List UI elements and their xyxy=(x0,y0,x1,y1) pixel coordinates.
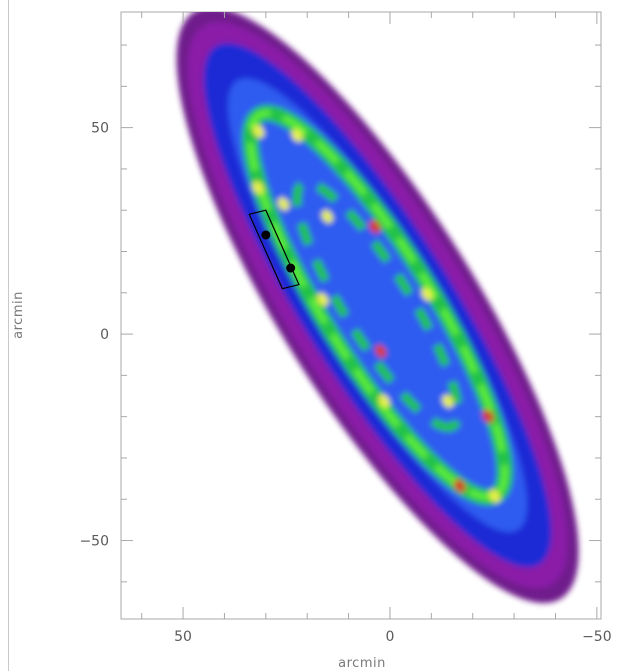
emission-knot xyxy=(369,220,381,234)
emission-knot xyxy=(252,181,264,195)
emission-knot xyxy=(482,409,494,423)
x-axis-title: arcmin xyxy=(338,656,386,671)
inner-ring xyxy=(292,178,463,432)
x-tick-label: 50 xyxy=(174,629,192,645)
emission-knot xyxy=(317,292,329,306)
slit-box xyxy=(248,209,300,290)
y-axis-title: arcmin xyxy=(11,291,26,339)
position-marker xyxy=(261,230,271,240)
page-edge-rule xyxy=(8,0,9,671)
axis-ticks: 50 0 −50 50 0 −50 xyxy=(79,12,612,645)
emission-knot xyxy=(489,489,501,503)
x-tick-label: −50 xyxy=(582,629,612,645)
emission-knot xyxy=(277,197,290,211)
y-tick-label: 0 xyxy=(100,327,109,343)
emission-knot xyxy=(454,479,466,493)
y-tick-label: 50 xyxy=(91,121,109,137)
galaxy-image xyxy=(176,12,579,604)
x-tick-label: 0 xyxy=(386,629,395,645)
y-tick-label: −50 xyxy=(79,534,109,550)
position-marker xyxy=(286,263,296,273)
plot-frame xyxy=(120,11,602,620)
emission-knot xyxy=(378,394,390,408)
emission-knot xyxy=(421,287,433,301)
emission-knot xyxy=(321,210,333,224)
emission-knot xyxy=(253,124,265,138)
emission-knot xyxy=(291,128,303,142)
slit-overlay xyxy=(248,209,300,290)
bulge xyxy=(341,252,414,358)
galaxy-emission xyxy=(176,12,579,604)
emission-knot xyxy=(375,344,387,358)
emission-knot xyxy=(442,394,454,408)
